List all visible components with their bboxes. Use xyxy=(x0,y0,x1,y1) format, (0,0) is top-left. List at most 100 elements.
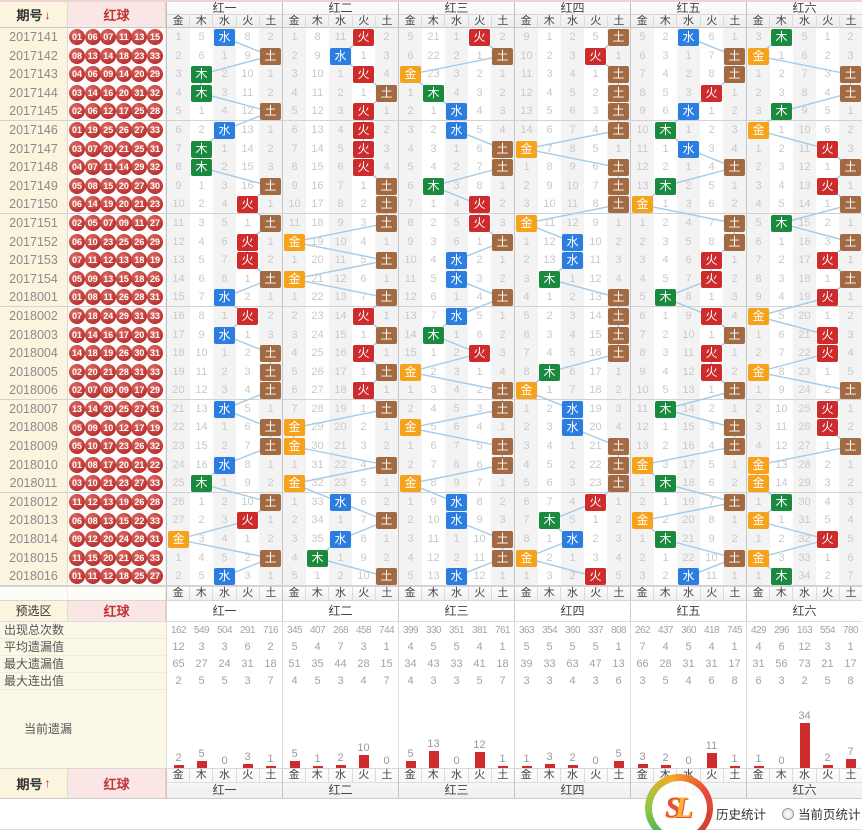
gap-cell: 18 xyxy=(677,474,700,492)
gap-cell: 6 xyxy=(546,477,553,490)
radio-unselected-icon[interactable] xyxy=(782,807,795,820)
current-page-stats-radio[interactable]: 当前页统计 xyxy=(782,804,861,823)
gap-cell: 9 xyxy=(445,474,468,492)
gap-cell: 35 xyxy=(311,533,324,546)
gap-cell: 4 xyxy=(592,123,599,136)
balls-cell: 06 08 13 15 22 33 xyxy=(68,511,166,531)
element-label: 金 xyxy=(631,586,655,600)
gap-cell: 2 xyxy=(778,142,785,155)
element-box: 水 xyxy=(214,121,235,139)
gap-cell: 11 xyxy=(473,551,486,564)
element-header: 木 xyxy=(654,15,678,28)
element-cell: 土 xyxy=(491,381,514,399)
red-ball: 20 xyxy=(100,401,117,418)
red-ball: 28 xyxy=(147,494,164,511)
element-cell: 土 xyxy=(375,362,398,382)
footer-period-sort[interactable]: 期号 ↑ xyxy=(0,768,68,798)
gap-cell: 1 xyxy=(561,437,584,456)
period-sort-header[interactable]: 期号 ↓ xyxy=(0,2,68,27)
gap-value: 2 xyxy=(337,751,344,764)
zone-header: 金木水火土红四 xyxy=(514,768,630,798)
element-box: 火 xyxy=(353,159,374,177)
red-ball: 23 xyxy=(147,196,164,213)
gap-cell: 3 xyxy=(515,437,538,456)
gap-cell: 3 xyxy=(824,68,831,81)
red-ball: 11 xyxy=(115,29,132,46)
sort-asc-icon[interactable]: ↑ xyxy=(44,776,51,791)
element-cell: 土 xyxy=(259,213,282,233)
sort-desc-icon[interactable]: ↓ xyxy=(44,7,51,22)
gap-cell: 3 xyxy=(445,176,468,196)
element-box: 水 xyxy=(330,493,351,511)
gap-cell: 22 xyxy=(167,418,190,438)
gap-cell: 8 xyxy=(708,68,715,81)
gap-cell: 2 xyxy=(259,83,282,103)
balls-cell: 01 11 12 18 25 27 xyxy=(68,567,166,585)
gap-cell: 13 xyxy=(677,381,700,399)
gap-cell: 5 xyxy=(360,477,367,490)
gap-cell: 21 xyxy=(677,530,700,549)
gap-cell: 24 xyxy=(167,455,190,475)
gap-cell: 3 xyxy=(283,530,306,549)
balls-cell: 03 10 21 23 27 33 xyxy=(68,474,166,492)
element-box: 火 xyxy=(353,29,374,46)
element-cell: 木 xyxy=(190,158,213,177)
element-box: 水 xyxy=(562,419,583,437)
zone-header: 红四 xyxy=(514,600,630,621)
gap-cell: 17 xyxy=(677,455,700,475)
element-cell: 火 xyxy=(468,195,491,213)
gap-cell: 2 xyxy=(375,548,398,568)
element-box: 木 xyxy=(539,512,560,530)
gap-cell: 5 xyxy=(399,158,422,177)
stat-cell: 5 xyxy=(569,640,576,653)
red-ball: 14 xyxy=(84,326,101,343)
gap-cell: 3 xyxy=(375,139,398,159)
red-ball: 11 xyxy=(84,252,101,269)
element-cell: 木 xyxy=(654,177,677,196)
chart-row: 2017143 04 06 09 14 20 29 3 木 2 10 1 3 10 1 火 4 金 23 3 2 1 11 3… xyxy=(0,65,862,84)
gap-cell: 5 xyxy=(839,530,862,549)
balls-cell: 03 14 16 20 31 32 xyxy=(68,83,166,103)
gap-cell: 1 xyxy=(167,548,190,568)
gap-cell: 3 xyxy=(723,288,746,306)
element-box: 火 xyxy=(353,121,374,139)
element-header: 金 xyxy=(283,15,307,28)
gap-cell: 1 xyxy=(631,530,654,549)
red-ball: 32 xyxy=(147,85,164,102)
gap-bar xyxy=(567,764,578,768)
red-ball: 10 xyxy=(84,438,101,455)
red-ball: 29 xyxy=(131,159,148,176)
red-ball: 31 xyxy=(147,401,164,418)
gap-cell: 1 xyxy=(259,288,282,306)
element-label: 土 xyxy=(381,586,393,599)
element-box: 木 xyxy=(191,66,212,84)
element-box: 水 xyxy=(446,512,467,530)
gap-cell: 1 xyxy=(607,46,630,66)
gap-cell: 8 xyxy=(793,83,816,103)
gap-cell: 2 xyxy=(607,232,630,252)
gap-cell: 3 xyxy=(839,46,862,66)
gap-bar-column: 1 xyxy=(491,690,514,768)
element-label: 木 xyxy=(422,586,446,600)
gap-cell: 6 xyxy=(677,251,700,270)
gap-cell: 34 xyxy=(793,567,816,585)
zone-name: 红四 xyxy=(515,2,630,15)
chart-row: 2017141 01 06 07 11 13 15 1 5 水 8 2 1 8 11 火 2 5 21 1 火 2 9 1 2 5… xyxy=(0,28,862,47)
footer-zone-headers: 金木水火土红一金木水火土红二金木水火土红三金木水火土红四金木水火土红五金木水火土… xyxy=(166,768,862,798)
gap-cell: 19 xyxy=(311,235,324,248)
stat-cell: 65 xyxy=(172,657,185,670)
gap-cell: 13 xyxy=(775,458,788,471)
element-label: 火 xyxy=(817,586,840,600)
period-cell: 2018014 xyxy=(0,530,68,549)
red-ball: 02 xyxy=(69,215,85,232)
gap-cell: 1 xyxy=(375,102,398,120)
element-box: 水 xyxy=(214,456,235,474)
gap-cell: 17 xyxy=(167,325,190,345)
gap-value: 1 xyxy=(314,752,321,765)
gap-cell: 3 xyxy=(213,511,236,531)
element-cell: 木 xyxy=(654,121,677,140)
gap-cell: 7 xyxy=(677,269,700,289)
element-label: 木 xyxy=(422,768,446,782)
gap-cell: 14 xyxy=(775,477,788,490)
gap-cell: 4 xyxy=(824,495,831,508)
